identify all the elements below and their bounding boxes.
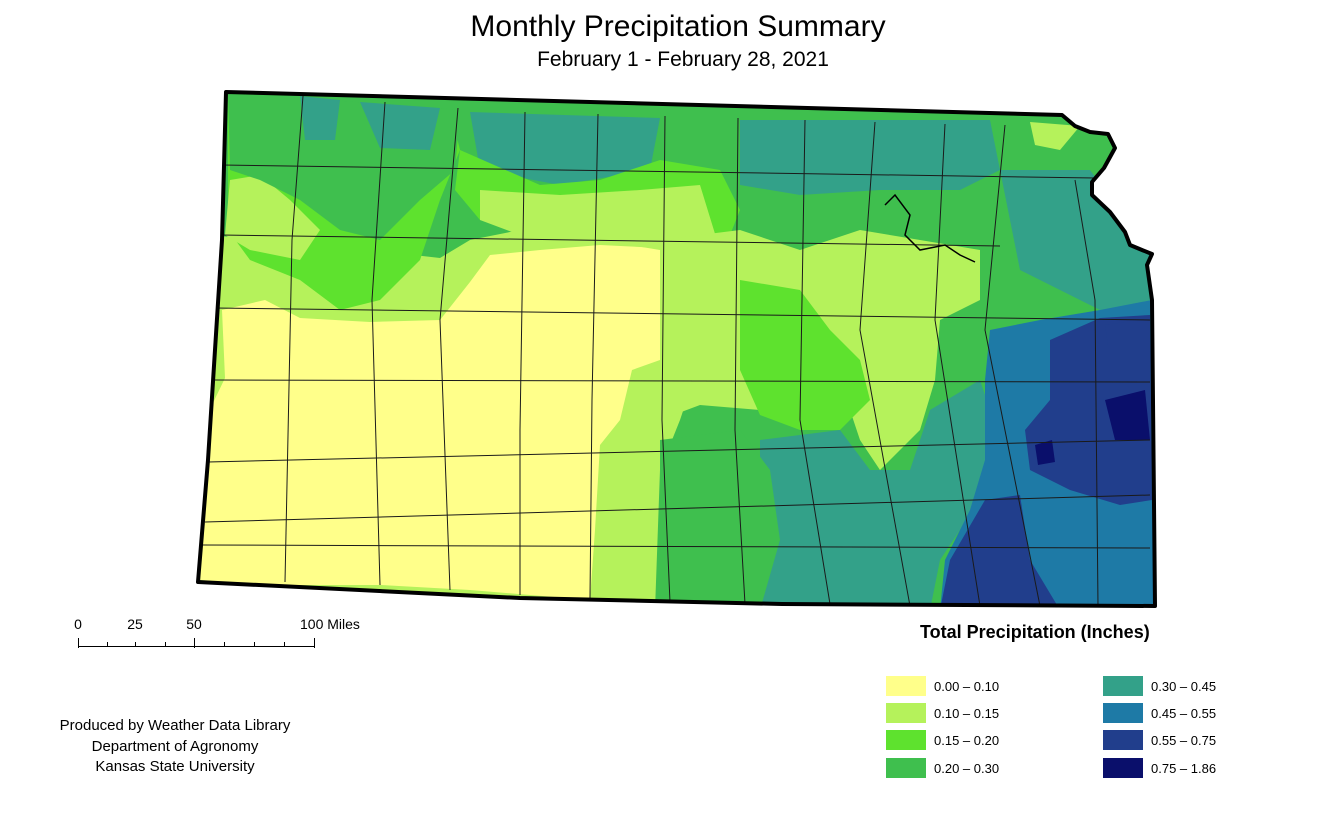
legend: 0.00 – 0.10 0.10 – 0.15 0.15 – 0.20 0.20… <box>886 676 1266 786</box>
legend-item: 0.55 – 0.75 <box>1103 730 1273 750</box>
southeast-dark-blue <box>940 495 1060 606</box>
scale-label-25: 25 <box>127 616 143 632</box>
map-title: Monthly Precipitation Summary <box>470 10 886 43</box>
north-teal-1 <box>300 96 340 140</box>
scale-tick <box>314 638 315 648</box>
northeast-darkest-blue <box>1105 322 1125 345</box>
legend-swatch <box>1103 676 1143 696</box>
legend-label: 0.45 – 0.55 <box>1151 706 1217 721</box>
south-central-teal <box>760 380 1000 606</box>
legend-swatch <box>1103 703 1143 723</box>
scale-label-0: 0 <box>74 616 82 632</box>
scale-tick <box>107 642 108 647</box>
legend-swatch <box>886 758 926 778</box>
south-central-dark-green <box>660 430 780 606</box>
north-central-light-green <box>480 185 720 300</box>
scale-tick <box>254 642 255 647</box>
credit-line-producer: Produced by Weather Data Library <box>59 717 291 734</box>
east-darkest-blue-small <box>1035 440 1055 465</box>
legend-item: 0.20 – 0.30 <box>886 758 1056 778</box>
central-bright-green <box>740 280 870 430</box>
county-lines <box>199 95 1151 606</box>
north-teal-3 <box>470 112 660 185</box>
precipitation-fill-layer <box>198 92 1155 606</box>
legend-swatch <box>1103 758 1143 778</box>
scale-tick <box>78 638 79 648</box>
scale-bar-line <box>78 646 314 647</box>
northwest-light-green-patch <box>225 175 320 260</box>
legend-swatch <box>1103 730 1143 750</box>
scale-bar: 0 25 50 100 Miles <box>70 616 390 656</box>
northeast-light-patch <box>1030 122 1080 150</box>
credit-line-university: Kansas State University <box>95 758 255 775</box>
legend-label: 0.30 – 0.45 <box>1151 679 1217 694</box>
legend-label: 0.55 – 0.75 <box>1151 733 1217 748</box>
legend-label: 0.10 – 0.15 <box>934 706 1000 721</box>
river-line <box>884 193 976 263</box>
legend-item: 0.15 – 0.20 <box>886 730 1056 750</box>
legend-swatch <box>886 730 926 750</box>
credit-line-department: Department of Agronomy <box>91 737 259 755</box>
north-teal-2 <box>360 102 440 150</box>
scale-tick <box>194 638 195 648</box>
legend-item: 0.75 – 1.86 <box>1103 758 1273 778</box>
legend-label: 0.15 – 0.20 <box>934 733 1000 748</box>
legend-swatch <box>886 703 926 723</box>
scale-tick <box>284 642 285 647</box>
kansas-state-outline <box>196 90 1157 608</box>
legend-title: Total Precipitation (Inches) <box>920 622 1150 642</box>
legend-swatch <box>886 676 926 696</box>
legend-item: 0.00 – 0.10 <box>886 676 1056 696</box>
legend-item: 0.10 – 0.15 <box>886 703 1056 723</box>
east-darkest-blue <box>1105 390 1150 440</box>
scale-label-50: 50 <box>186 616 202 632</box>
scale-tick <box>224 642 225 647</box>
scale-tick <box>165 642 166 647</box>
north-central-teal <box>740 120 1000 195</box>
legend-item: 0.30 – 0.45 <box>1103 676 1273 696</box>
legend-label: 0.75 – 1.86 <box>1151 761 1217 776</box>
scale-label-100-miles: 100 Miles <box>300 616 360 632</box>
map-subtitle: February 1 - February 28, 2021 <box>537 48 829 71</box>
legend-label: 0.00 – 0.10 <box>934 679 1000 694</box>
legend-label: 0.20 – 0.30 <box>934 761 1000 776</box>
legend-item: 0.45 – 0.55 <box>1103 703 1273 723</box>
east-dark-blue <box>1025 315 1152 505</box>
credits: Produced by Weather Data Library Departm… <box>30 716 320 778</box>
scale-tick <box>135 642 136 647</box>
